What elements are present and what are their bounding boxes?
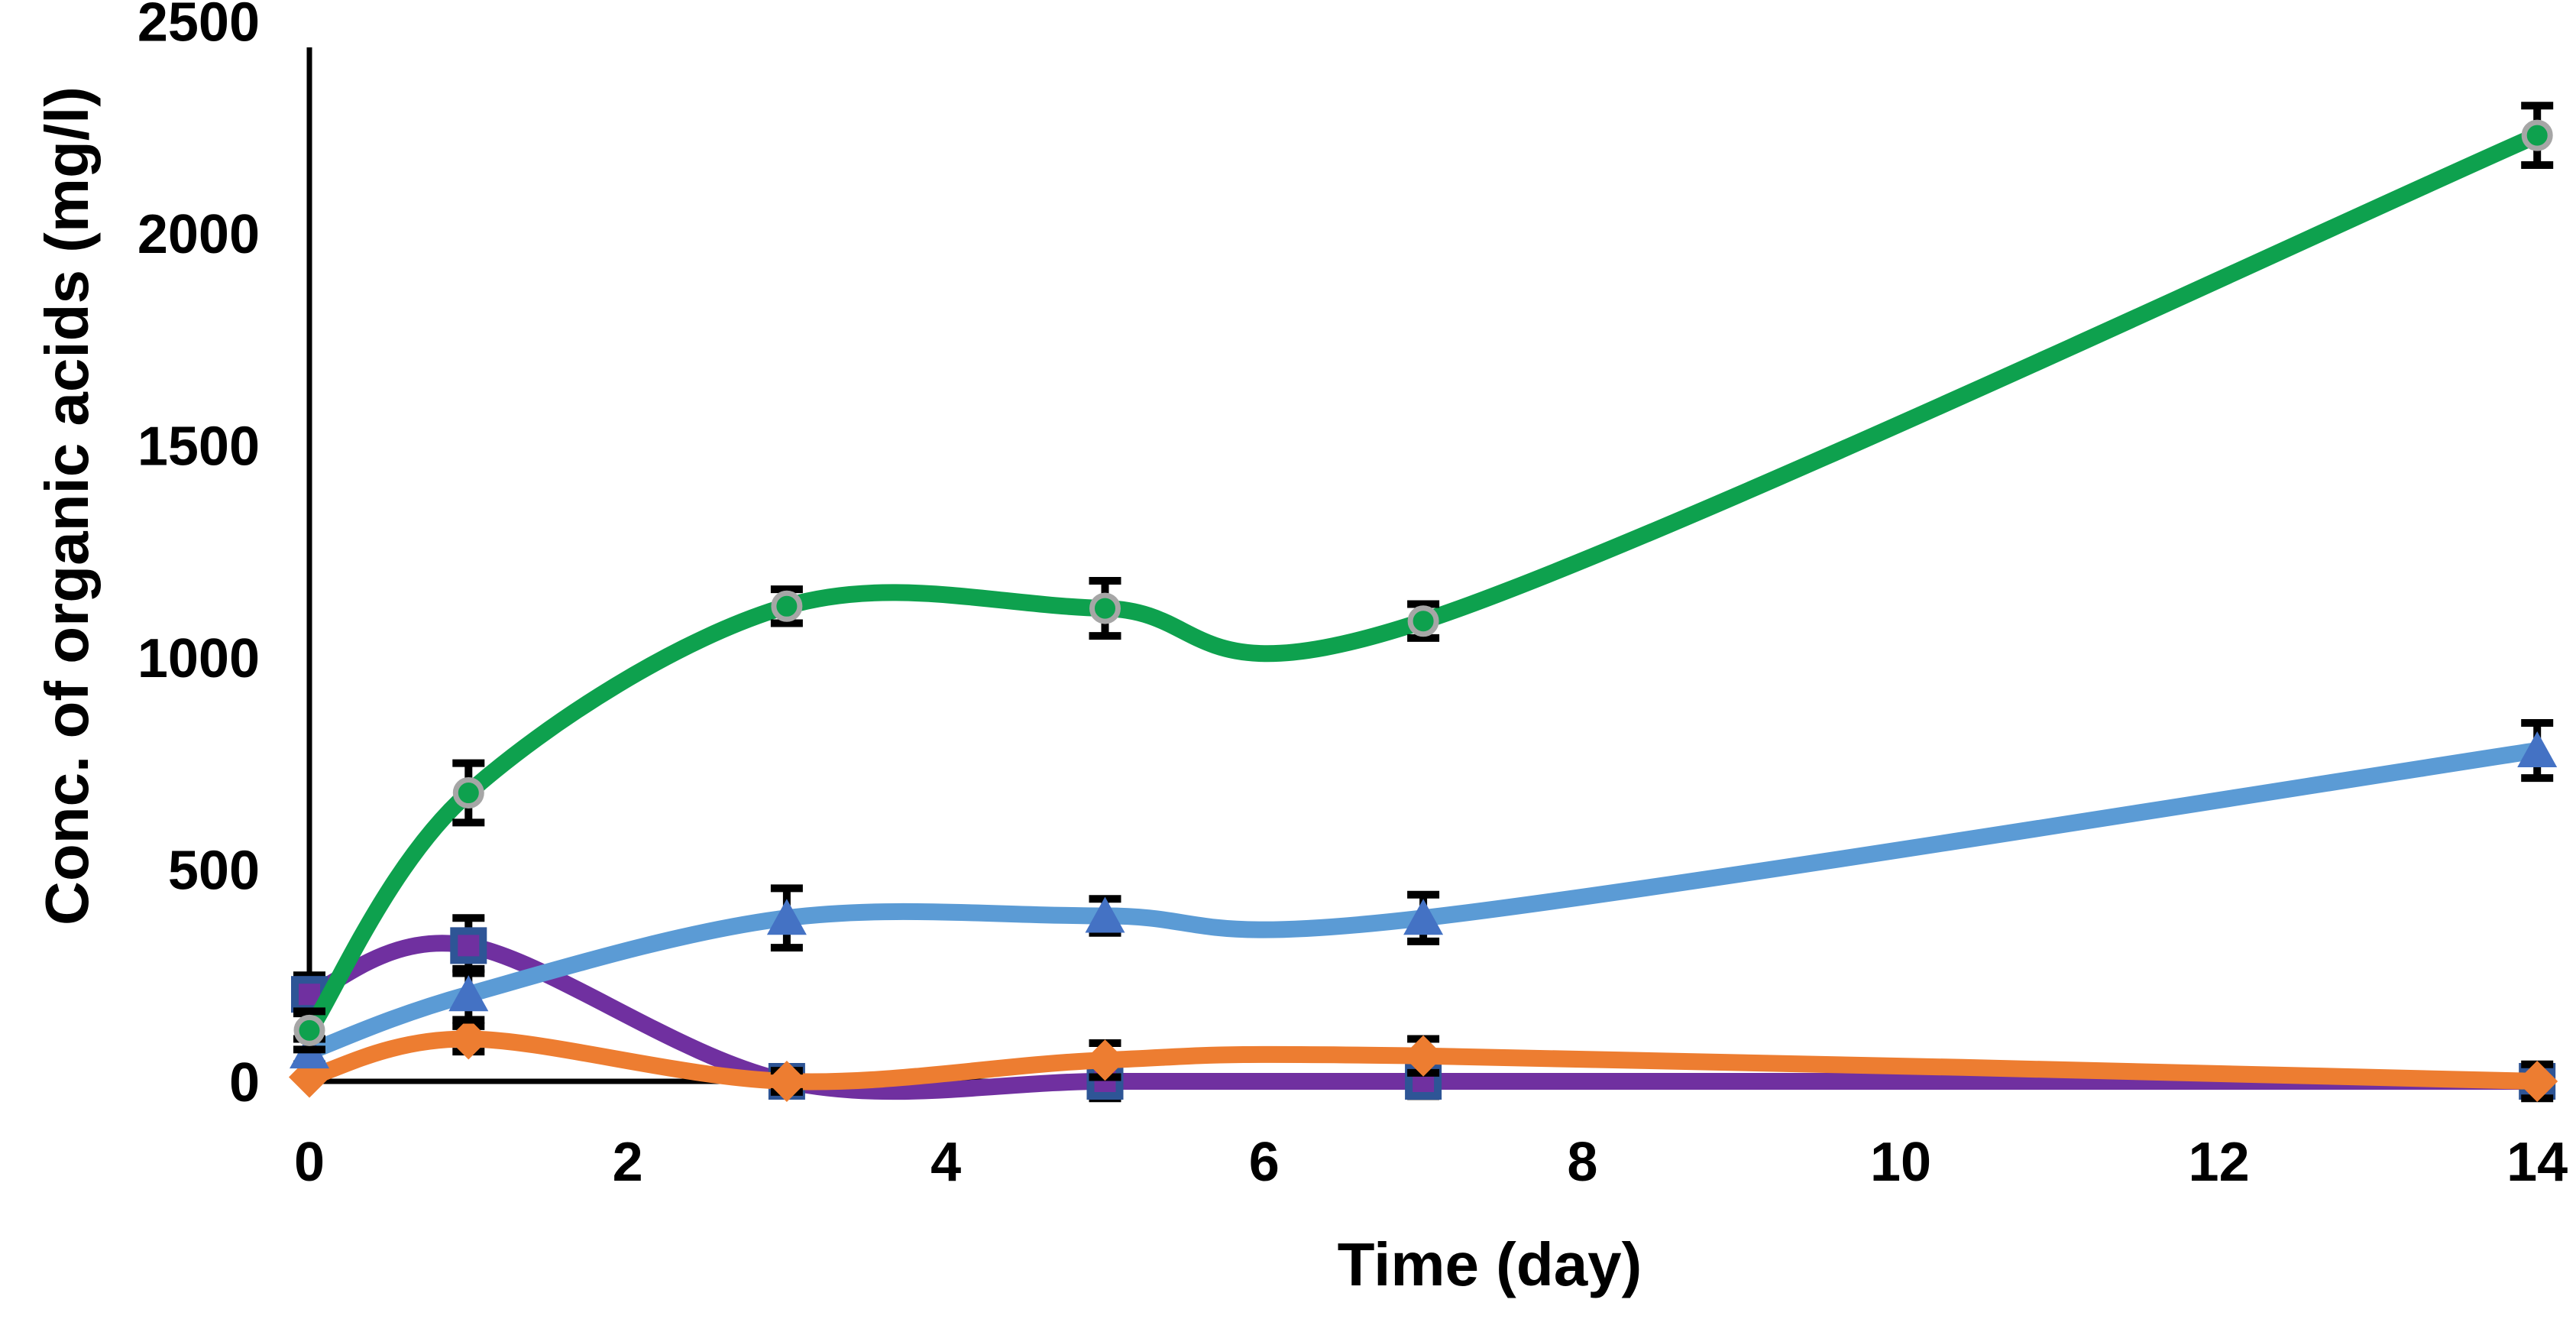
marker-triangle	[766, 899, 807, 935]
marker-triangle	[448, 975, 489, 1012]
marker-diamond	[448, 1018, 490, 1060]
marker-square	[450, 927, 487, 964]
marker-diamond	[2516, 1061, 2558, 1102]
x-tick-label: 10	[1870, 1132, 1931, 1193]
x-tick-label: 14	[2506, 1132, 2568, 1193]
marker-triangle	[2517, 731, 2558, 768]
marker-circle	[452, 777, 484, 809]
y-tick-label: 2500	[138, 0, 260, 53]
marker-diamond	[765, 1061, 807, 1102]
marker-diamond	[1403, 1035, 1445, 1077]
x-axis-title: Time (day)	[1337, 1230, 1642, 1298]
marker-circle	[2521, 119, 2553, 151]
x-tick-label: 6	[1249, 1132, 1280, 1193]
marker-circle	[771, 590, 803, 622]
y-tick-label: 0	[229, 1052, 260, 1113]
marker-circle	[1407, 605, 1439, 637]
x-tick-label: 0	[294, 1132, 325, 1193]
marker-diamond	[1084, 1039, 1126, 1081]
y-tick-label: 1000	[138, 628, 260, 689]
y-axis-title: Conc. of organic acids (mg/l)	[33, 86, 101, 925]
marker-circle	[1089, 592, 1121, 624]
marker-circle	[293, 1014, 325, 1046]
y-tick-label: 1500	[138, 416, 260, 477]
marker-triangle	[1403, 899, 1444, 935]
marker-triangle	[1085, 896, 1125, 933]
x-tick-label: 12	[2189, 1132, 2250, 1193]
y-tick-label: 500	[168, 840, 260, 901]
x-tick-label: 8	[1567, 1132, 1597, 1193]
x-tick-label: 2	[613, 1132, 643, 1193]
x-tick-label: 4	[930, 1132, 961, 1193]
y-tick-label: 2000	[138, 204, 260, 265]
